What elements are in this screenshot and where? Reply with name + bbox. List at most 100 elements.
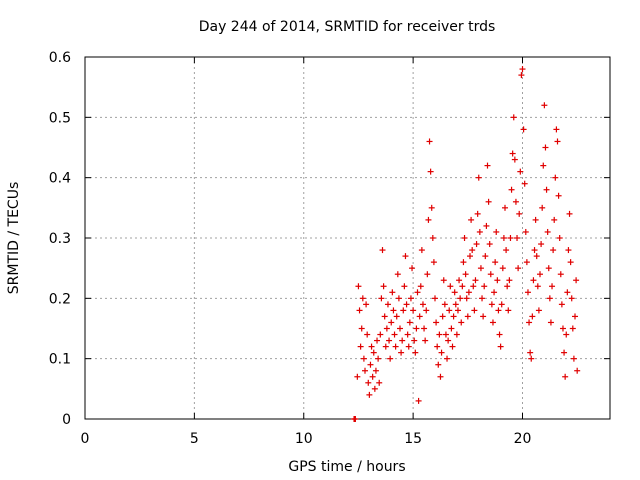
data-point-0-81	[439, 313, 446, 320]
data-point-0-164	[530, 277, 537, 284]
x-tick-label-0: 0	[81, 431, 90, 447]
data-point-0-97	[457, 295, 464, 302]
data-point-0-8	[359, 295, 366, 302]
data-point-0-44	[399, 337, 406, 344]
data-point-0-137	[500, 235, 507, 241]
data-point-0-86	[445, 337, 452, 344]
data-point-0-194	[563, 331, 570, 338]
data-point-0-36	[390, 307, 397, 314]
data-point-0-178	[545, 265, 552, 272]
data-point-0-139	[503, 247, 510, 254]
data-point-0-173	[540, 162, 547, 169]
data-point-0-18	[370, 349, 377, 356]
data-point-0-85	[444, 355, 451, 362]
data-point-0-38	[392, 343, 399, 350]
data-point-0-186	[554, 138, 561, 145]
data-point-0-98	[458, 319, 465, 326]
data-point-0-102	[462, 271, 469, 278]
data-point-0-71	[428, 204, 435, 211]
data-point-0-29	[382, 343, 389, 350]
data-point-0-105	[465, 289, 472, 296]
data-point-0-114	[475, 174, 482, 181]
data-point-0-70	[427, 168, 434, 175]
data-point-0-11	[363, 301, 370, 308]
data-point-0-116	[477, 265, 484, 272]
data-point-0-93	[452, 301, 459, 308]
data-point-0-76	[434, 343, 441, 350]
data-point-0-171	[538, 241, 545, 248]
data-point-0-7	[358, 325, 365, 332]
data-point-0-192	[561, 349, 568, 356]
data-point-0-156	[521, 180, 528, 187]
data-point-0-95	[454, 307, 461, 314]
data-point-0-82	[440, 277, 447, 284]
data-point-0-66	[423, 307, 430, 314]
data-point-0-51	[406, 319, 413, 326]
data-point-0-26	[379, 247, 386, 254]
data-point-0-33	[387, 355, 394, 362]
data-point-0-103	[463, 295, 470, 302]
data-point-0-187	[555, 192, 562, 199]
data-point-0-117	[479, 295, 486, 302]
data-point-0-144	[508, 186, 515, 193]
data-point-0-106	[467, 253, 473, 260]
data-point-0-185	[553, 126, 560, 133]
data-point-0-78	[436, 331, 443, 338]
data-point-0-3	[354, 373, 361, 380]
data-point-0-21	[374, 337, 381, 344]
data-point-0-197	[566, 210, 573, 217]
data-point-0-72	[429, 235, 436, 241]
data-points-layer	[351, 66, 581, 422]
data-point-0-89	[448, 325, 455, 332]
data-point-0-162	[528, 355, 535, 362]
data-point-0-107	[468, 216, 475, 223]
data-point-0-14	[366, 391, 373, 398]
data-point-0-88	[447, 283, 454, 290]
data-point-0-60	[416, 313, 423, 320]
data-point-0-91	[450, 313, 457, 320]
x-tick-label-3: 15	[404, 431, 422, 447]
data-point-0-161	[527, 349, 534, 356]
data-point-0-172	[539, 204, 546, 211]
data-point-0-120	[482, 253, 489, 260]
data-point-0-204	[574, 367, 581, 374]
data-point-0-127	[489, 319, 496, 326]
data-point-0-165	[531, 247, 538, 254]
data-point-0-189	[557, 271, 564, 278]
data-point-0-129	[492, 259, 499, 266]
data-point-0-146	[510, 114, 517, 121]
data-point-0-6	[357, 343, 364, 350]
data-point-0-182	[550, 247, 557, 254]
data-point-0-35	[389, 289, 396, 296]
data-point-0-154	[519, 66, 526, 73]
x-tick-label-4: 20	[514, 431, 532, 447]
data-point-0-168	[534, 283, 541, 290]
data-point-0-67	[424, 271, 431, 278]
data-point-0-42	[397, 325, 403, 332]
data-point-0-174	[541, 102, 548, 109]
data-point-0-123	[485, 198, 492, 205]
data-point-0-166	[532, 216, 539, 223]
y-tick-label-1: 0.1	[49, 352, 71, 368]
data-point-0-49	[404, 331, 411, 338]
data-point-0-148	[512, 198, 519, 205]
data-point-0-145	[509, 150, 516, 157]
data-point-0-142	[506, 277, 513, 284]
data-point-0-17	[369, 373, 376, 380]
data-point-0-203	[573, 277, 580, 284]
data-point-0-196	[565, 247, 572, 254]
data-point-0-96	[456, 277, 463, 284]
data-point-0-124	[486, 241, 493, 248]
data-point-0-41	[395, 295, 402, 302]
data-point-0-131	[494, 277, 501, 284]
data-point-0-160	[526, 319, 533, 326]
data-point-0-181	[549, 283, 556, 290]
data-point-0-74	[432, 295, 438, 302]
data-point-0-130	[493, 228, 500, 235]
data-point-0-199	[568, 295, 575, 302]
data-point-0-30	[383, 325, 390, 332]
data-point-0-140	[504, 283, 511, 290]
data-point-0-56	[412, 349, 419, 356]
y-tick-label-2: 0.2	[49, 291, 71, 307]
